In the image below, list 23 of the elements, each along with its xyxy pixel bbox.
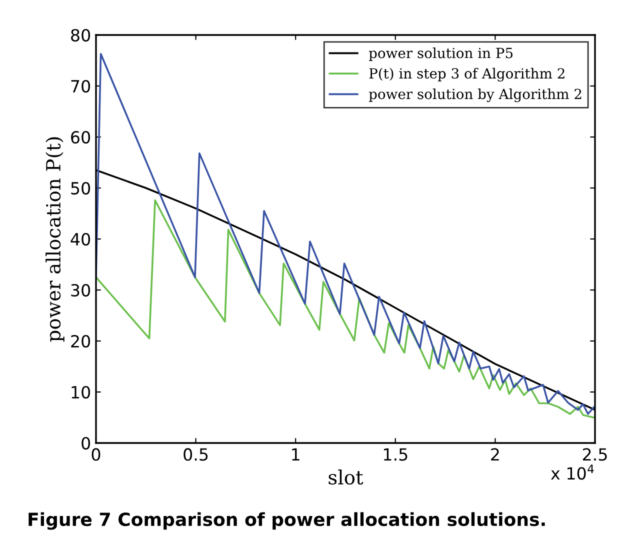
legend-label: P(t) in step 3 of Algorithm 2 (369, 68, 564, 82)
x-tick-label: 0.5 (184, 448, 208, 461)
text: x 10$^{4}$ (550, 464, 594, 480)
x-tick-label: 1.5 (384, 448, 408, 461)
legend-label: power solution in P5 (368, 48, 513, 61)
y-tick-label: 50 (71, 182, 90, 195)
x-axis-title: slot (328, 470, 364, 485)
y-tick-label: 0 (82, 436, 90, 450)
line-series (96, 199, 595, 418)
y-axis-title: power allocation P(t) (46, 137, 64, 342)
y-tick-label: 40 (70, 232, 90, 246)
y-tick-label: 60 (71, 130, 90, 144)
x-tick-label: 2 (491, 448, 499, 461)
y-tick-label: 20 (71, 334, 90, 348)
y-tick-label: 70 (71, 80, 90, 93)
caption: Figure 7 Comparison of power allocation solutions. (28, 512, 545, 530)
x-tick-label: 1 (292, 448, 300, 461)
x-tick-label: 0 (92, 448, 100, 461)
x-tick-label: 2.5 (582, 448, 607, 461)
legend-label: power solution by Algorithm 2 (368, 88, 582, 102)
y-tick-label: 30 (71, 284, 90, 297)
y-tick-label: 80 (71, 28, 90, 42)
y-tick-label: 10 (72, 386, 90, 399)
